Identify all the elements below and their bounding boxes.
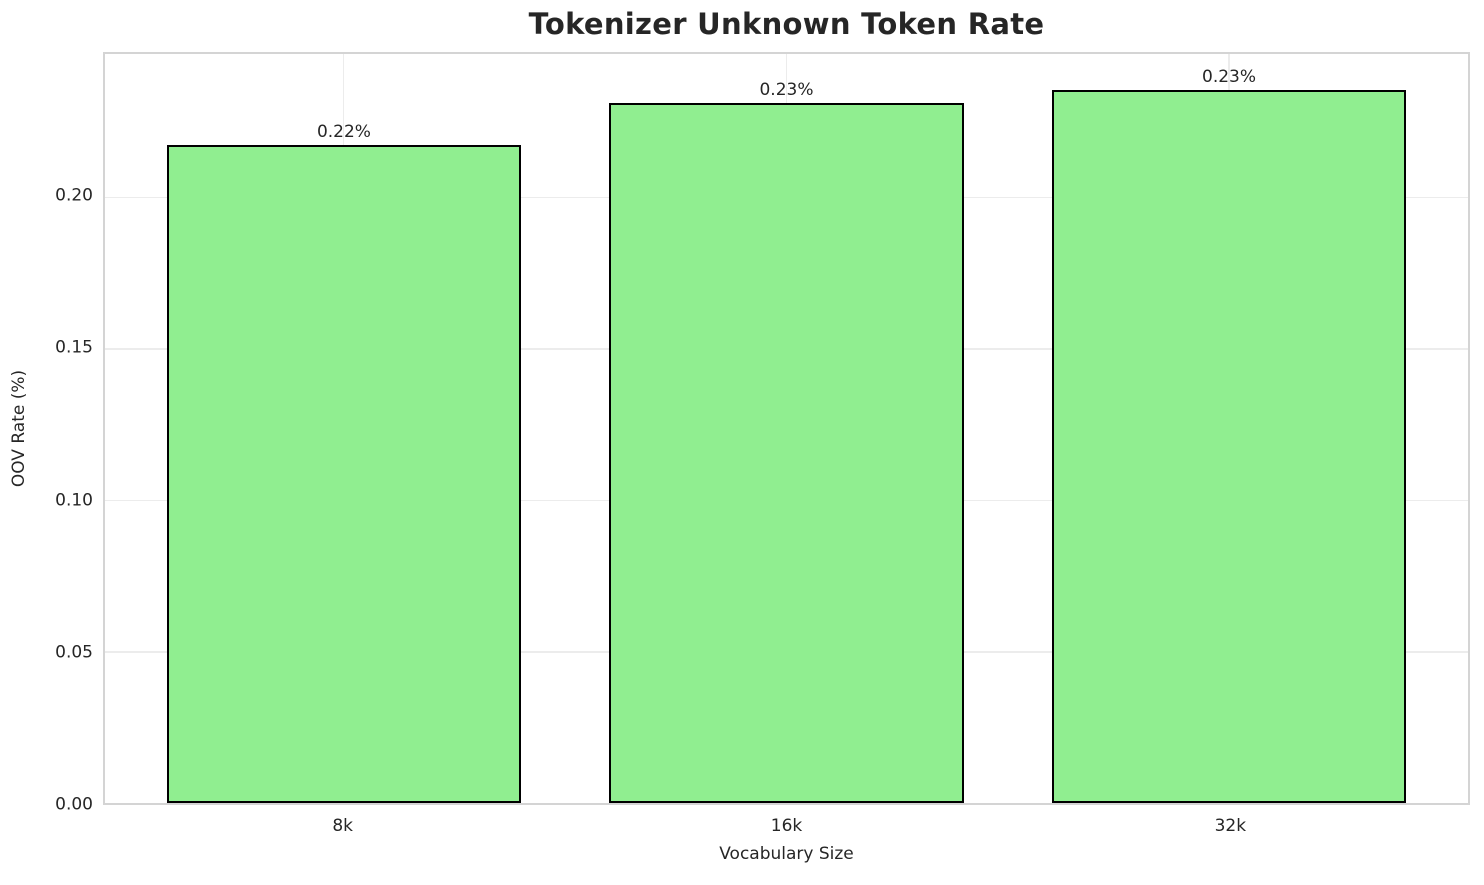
chart-title: Tokenizer Unknown Token Rate	[528, 7, 1045, 41]
y-tick-label: 0.20	[55, 185, 93, 206]
x-axis-title: Vocabulary Size	[719, 844, 854, 864]
plot-area: 0.22% 0.23% 0.23%	[103, 52, 1470, 805]
bar-value-label: 0.22%	[316, 121, 371, 142]
y-tick-label: 0.00	[55, 794, 93, 815]
x-axis-ticks: 8k 16k 32k	[103, 813, 1470, 839]
bar-value-label: 0.23%	[1202, 67, 1257, 88]
y-tick-label: 0.15	[55, 337, 93, 358]
y-tick-label: 0.10	[55, 490, 93, 511]
x-tick-label: 8k	[332, 816, 353, 836]
bar-16k	[609, 103, 964, 803]
bar-32k	[1052, 90, 1407, 803]
y-tick-label: 0.05	[55, 642, 93, 663]
x-tick-label: 32k	[1214, 816, 1247, 836]
bar-value-label: 0.23%	[759, 80, 814, 101]
y-axis-ticks: 0.00 0.05 0.10 0.15 0.20	[0, 52, 93, 813]
bar-8k	[166, 144, 521, 803]
x-tick-label: 16k	[770, 816, 803, 836]
